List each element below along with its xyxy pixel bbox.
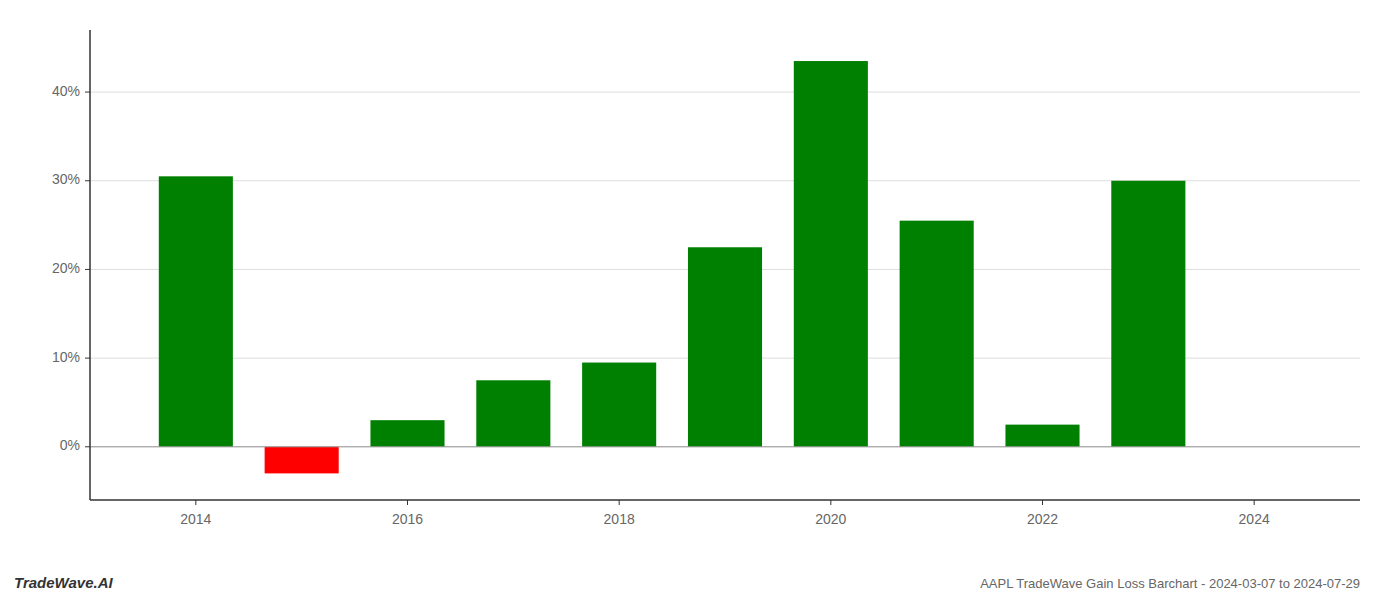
y-tick xyxy=(85,180,90,181)
x-tick xyxy=(407,500,408,505)
y-tick-label: 30% xyxy=(52,171,80,187)
y-tick xyxy=(85,269,90,270)
grid-line xyxy=(90,92,1360,93)
y-tick xyxy=(85,358,90,359)
title: AAPL TradeWave Gain Loss Barchart - 2024… xyxy=(980,576,1360,591)
x-tick-label: 2016 xyxy=(392,511,423,527)
x-tick-label: 2024 xyxy=(1239,511,1270,527)
x-tick xyxy=(1042,500,1043,505)
grid xyxy=(90,92,1360,447)
x-tick xyxy=(195,500,196,505)
x-tick-label: 2014 xyxy=(180,511,211,527)
x-tick xyxy=(1254,500,1255,505)
zero-line xyxy=(90,446,1360,447)
bar xyxy=(688,247,762,447)
chart: 0% 10% 20% 30% 40% 2014 2016 2018 2020 2022 2024 AA… xyxy=(0,0,1400,600)
axes: 0% 10% 20% 30% 40% 2014 2016 2018 2020 2022 2024 xyxy=(52,30,1360,527)
bar xyxy=(370,420,444,447)
bar xyxy=(1005,425,1079,447)
bar xyxy=(159,176,233,446)
bar xyxy=(476,380,550,447)
bar xyxy=(582,363,656,447)
watermark: TradeWave.AI xyxy=(14,574,113,591)
grid-line xyxy=(90,446,1360,447)
bar xyxy=(900,221,974,447)
x-axis-line xyxy=(90,499,1360,501)
y-tick-label: 10% xyxy=(52,349,80,365)
x-tick xyxy=(619,500,620,505)
y-tick xyxy=(85,92,90,93)
bar xyxy=(1111,181,1185,447)
y-tick-label: 40% xyxy=(52,83,80,99)
x-tick-label: 2020 xyxy=(815,511,846,527)
y-tick-label: 0% xyxy=(60,437,80,453)
x-tick xyxy=(830,500,831,505)
y-tick xyxy=(85,446,90,447)
bars xyxy=(159,61,1186,473)
y-tick-label: 20% xyxy=(52,260,80,276)
bar xyxy=(265,447,339,474)
x-tick-label: 2022 xyxy=(1027,511,1058,527)
y-axis-line xyxy=(89,30,91,500)
x-tick-label: 2018 xyxy=(604,511,635,527)
bar xyxy=(794,61,868,447)
